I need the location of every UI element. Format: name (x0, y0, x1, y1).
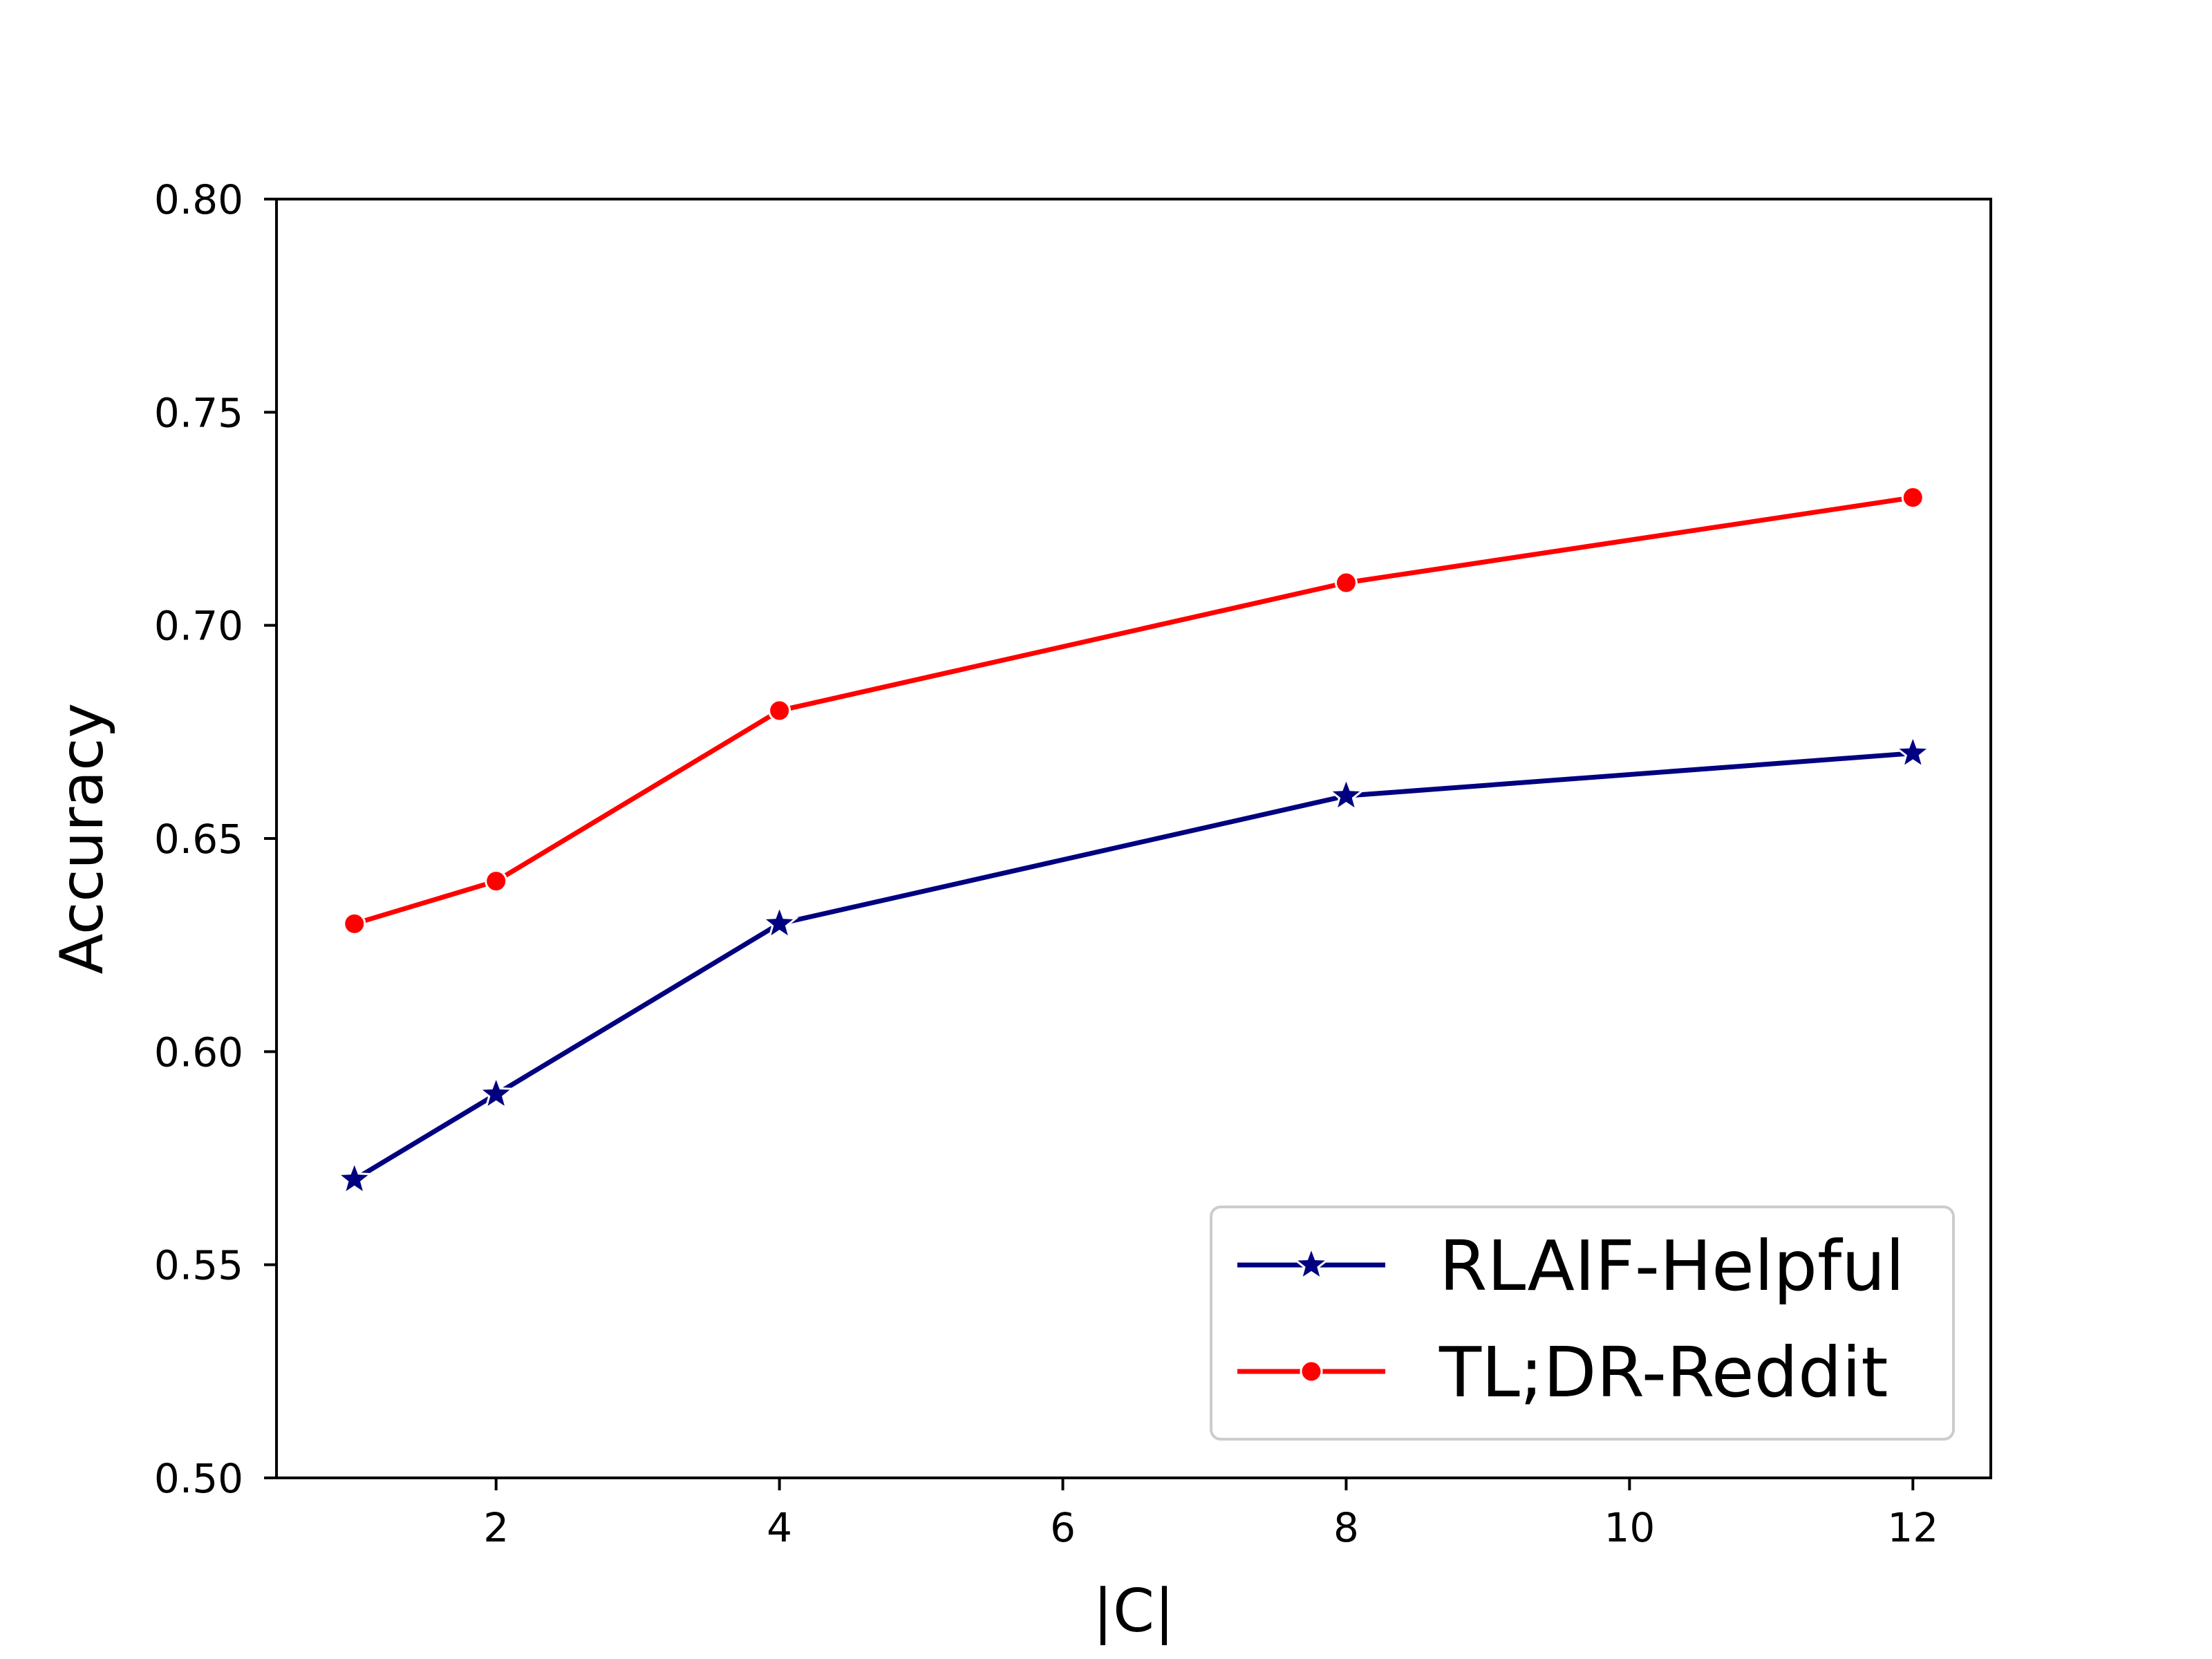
data-point-tl-dr-reddit (343, 912, 366, 935)
y-tick-label: 0.50 (154, 1455, 243, 1502)
y-tick-label: 0.75 (154, 389, 243, 436)
data-point-rlaif-helpful (335, 1159, 374, 1197)
x-tick-label: 6 (1050, 1504, 1076, 1551)
x-tick-label: 2 (483, 1504, 509, 1551)
data-point-rlaif-helpful (476, 1074, 516, 1111)
legend-label-rlaif-helpful: RLAIF-Helpful (1439, 1226, 1904, 1306)
legend-entry-rlaif-helpful: RLAIF-Helpful (1237, 1226, 1904, 1306)
legend-box (1210, 1206, 1955, 1441)
x-axis-title: |C| (1093, 1577, 1174, 1646)
legend-entry-tldr-reddit: TL;DR-Reddit (1237, 1332, 1888, 1413)
legend-circle-marker (1300, 1360, 1323, 1383)
data-point-rlaif-helpful (1893, 733, 1933, 770)
x-tick-label: 12 (1887, 1504, 1938, 1551)
y-tick-label: 0.60 (154, 1029, 243, 1076)
data-point-tl-dr-reddit (1334, 571, 1358, 594)
series-rlaif-helpful (335, 733, 1933, 1197)
data-point-tl-dr-reddit (485, 870, 508, 893)
y-tick-label: 0.70 (154, 603, 243, 650)
legend: RLAIF-Helpful TL;DR-Reddit (1210, 1206, 1955, 1441)
legend-label-tldr-reddit: TL;DR-Reddit (1438, 1332, 1888, 1413)
data-point-rlaif-helpful (760, 903, 799, 941)
y-tick-label: 0.65 (154, 816, 243, 863)
x-tick-label: 4 (767, 1504, 792, 1551)
y-axis-title: Accuracy (48, 703, 117, 975)
x-axis-ticks: 2 4 6 8 10 12 (483, 1478, 1938, 1551)
data-point-rlaif-helpful (1327, 776, 1366, 813)
series-layer (335, 486, 1933, 1197)
y-axis-ticks: 0.50 0.55 0.60 0.65 0.70 0.75 0.80 (154, 176, 276, 1502)
legend-star-marker (1292, 1244, 1331, 1282)
data-point-tl-dr-reddit (768, 699, 791, 722)
data-point-tl-dr-reddit (1901, 486, 1924, 509)
x-tick-label: 10 (1604, 1504, 1655, 1551)
y-tick-label: 0.80 (154, 176, 243, 223)
y-tick-label: 0.55 (154, 1242, 243, 1289)
x-tick-label: 8 (1333, 1504, 1359, 1551)
series-tl-dr-reddit (343, 486, 1924, 935)
